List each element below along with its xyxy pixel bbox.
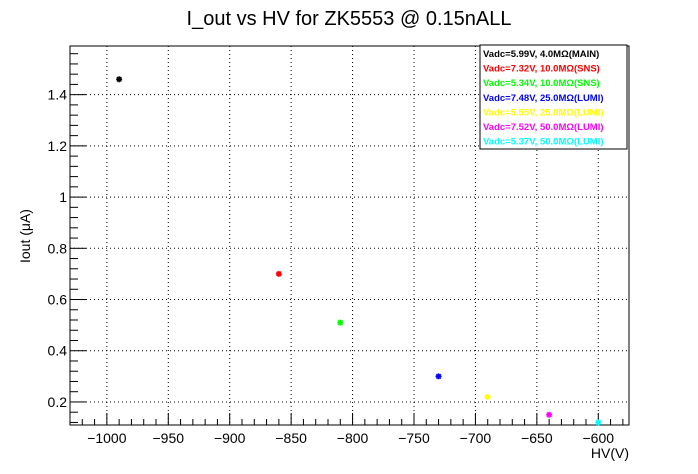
chart-title: I_out vs HV for ZK5553 @ 0.15nALL [187, 8, 512, 30]
y-tick-label: 0.8 [48, 240, 68, 256]
y-tick-label: 1 [59, 189, 67, 205]
x-tick-label: −600 [583, 430, 615, 446]
data-point [337, 319, 344, 326]
data-point [275, 270, 282, 277]
y-tick-label: 0.6 [48, 292, 68, 308]
y-tick-label: 1.4 [48, 87, 68, 103]
x-tick-label: −700 [460, 430, 492, 446]
x-axis: −1000 −950 −900 −850 −800 −750 −700 −650 −600 [69, 413, 624, 446]
data-point [546, 411, 553, 418]
data-point [484, 393, 491, 400]
x-tick-label: −1000 [87, 430, 127, 446]
x-tick-label: −900 [214, 430, 246, 446]
x-tick-label: −750 [398, 430, 430, 446]
y-tick-label: 0.4 [48, 343, 68, 359]
legend-entry: Vadc=7.32V, 10.0MΩ(SNS) [483, 64, 600, 75]
data-points [116, 76, 602, 426]
y-tick-label: 1.2 [48, 138, 68, 154]
legend-entry: Vadc=5.55V, 25.0MΩ(LUMI) [483, 107, 604, 118]
legend-entry: Vadc=5.34V, 10.0MΩ(SNS) [483, 78, 600, 89]
legend-entry: Vadc=5.37V, 50.0MΩ(LUMI) [483, 137, 604, 148]
x-axis-title: HV(V) [591, 445, 629, 461]
plot-frame [69, 45, 630, 426]
data-point [116, 76, 123, 83]
x-tick-label: −650 [521, 430, 553, 446]
legend-entry: Vadc=7.52V, 50.0MΩ(LUMI) [483, 122, 604, 133]
x-tick-label: −800 [337, 430, 369, 446]
legend: Vadc=5.99V, 4.0MΩ(MAIN) Vadc=7.32V, 10.0M… [479, 44, 628, 150]
x-tick-label: −950 [153, 430, 185, 446]
legend-entry: Vadc=5.99V, 4.0MΩ(MAIN) [483, 49, 599, 60]
y-axis-title: Iout (μA) [17, 209, 33, 263]
y-tick-label: 0.2 [48, 394, 68, 410]
x-tick-label: −850 [275, 430, 307, 446]
legend-box [479, 44, 628, 150]
data-point [435, 373, 442, 380]
legend-entry: Vadc=7.48V, 25.0MΩ(LUMI) [483, 93, 604, 104]
y-axis: 0.2 0.4 0.6 0.8 1 1.2 1.4 [48, 53, 86, 423]
data-point [595, 419, 602, 426]
